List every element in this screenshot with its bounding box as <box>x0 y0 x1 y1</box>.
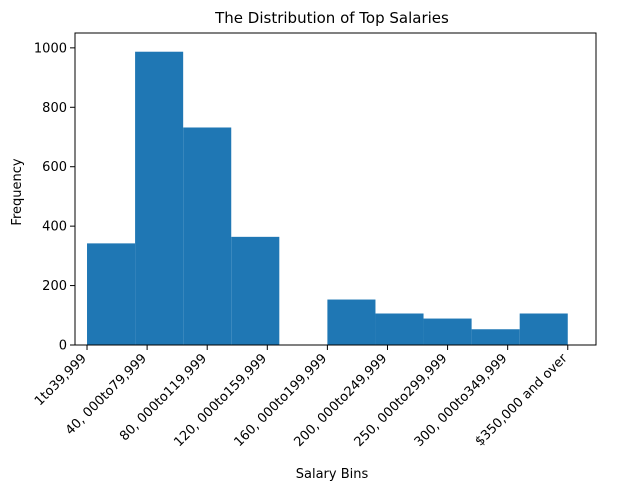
y-tick-label: 0 <box>59 339 67 354</box>
y-tick-label: 200 <box>42 279 67 294</box>
y-tick-label: 400 <box>42 220 67 235</box>
bar-8 <box>471 329 520 345</box>
bar-1 <box>135 51 184 345</box>
chart-title: The Distribution of Top Salaries <box>214 9 449 27</box>
bar-7 <box>423 318 472 345</box>
bar-9 <box>519 313 568 345</box>
bar-5 <box>327 299 376 345</box>
x-tick-label: 1to39,999 <box>32 351 90 409</box>
bar-3 <box>231 236 280 345</box>
y-tick-label: 800 <box>42 101 67 116</box>
y-tick-label: 600 <box>42 160 67 175</box>
y-axis-ticks: 0 200 400 600 800 1000 <box>34 41 75 354</box>
bar-6 <box>375 313 424 345</box>
y-axis-label: Frequency <box>10 158 25 225</box>
y-tick-label: 1000 <box>34 41 67 56</box>
bar-2 <box>183 127 232 346</box>
bars-group <box>87 51 568 346</box>
x-axis-label: Salary Bins <box>296 467 369 482</box>
plot-frame <box>74 32 597 346</box>
bar-0 <box>87 243 136 345</box>
